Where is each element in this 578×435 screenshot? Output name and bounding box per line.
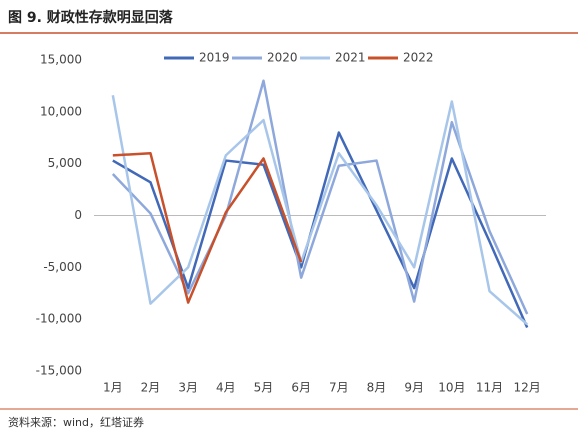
y-tick-label: 10,000	[40, 104, 82, 118]
legend-label: 2021	[335, 51, 366, 65]
source: 资料来源：wind，红塔证券	[8, 415, 144, 429]
x-tick-label: 2月	[141, 381, 161, 395]
x-tick-label: 10月	[438, 381, 465, 395]
legend-label: 2020	[267, 51, 298, 65]
x-tick-label: 6月	[291, 381, 311, 395]
x-tick-label: 3月	[178, 381, 198, 395]
series-line	[112, 131, 529, 328]
y-tick-label: -15,000	[36, 364, 82, 378]
legend-label: 2022	[403, 51, 434, 65]
chart-title: 图 9. 财政性存款明显回落	[8, 9, 174, 26]
series-line	[112, 152, 303, 304]
x-tick-label: 12月	[514, 381, 541, 395]
series-line	[111, 95, 528, 326]
x-tick-label: 5月	[254, 381, 274, 395]
y-tick-label: 0	[74, 208, 82, 222]
x-tick-label: 1月	[103, 381, 123, 395]
y-tick-label: -5,000	[43, 260, 82, 274]
x-tick-label: 9月	[404, 381, 424, 395]
y-tick-label: 5,000	[48, 156, 82, 170]
x-tick-label: 11月	[476, 381, 503, 395]
y-tick-label: 15,000	[40, 53, 82, 67]
x-tick-label: 7月	[329, 381, 349, 395]
x-tick-label: 4月	[216, 381, 236, 395]
legend-label: 2019	[199, 51, 230, 65]
x-tick-label: 8月	[367, 381, 387, 395]
y-tick-label: -10,000	[36, 312, 82, 326]
